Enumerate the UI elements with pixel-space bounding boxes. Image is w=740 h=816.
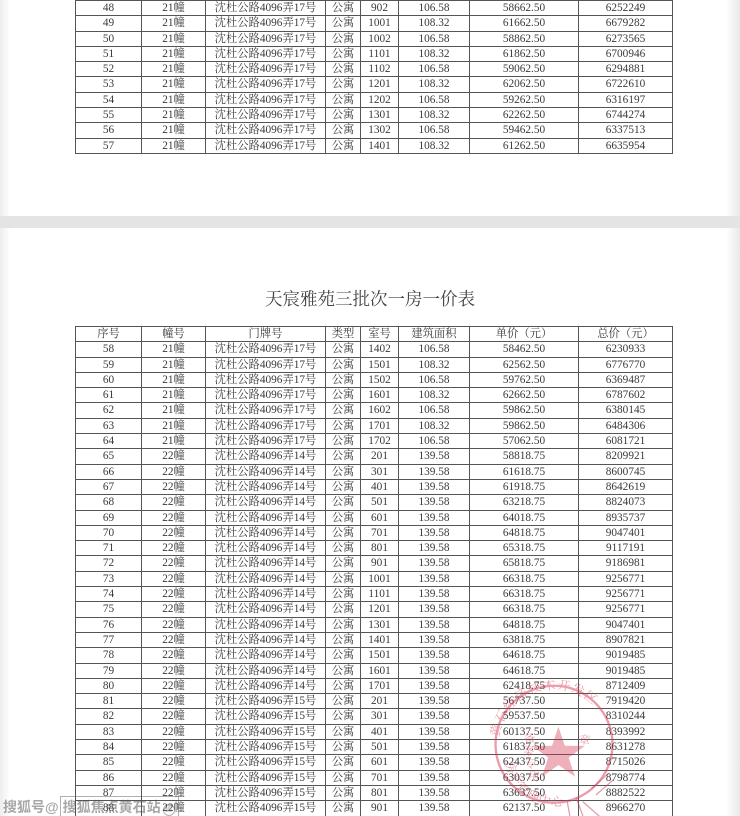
svg-text:章: 章 [578,731,592,749]
svg-text:黄石经济技术开发区: 黄石经济技术开发区 [490,680,603,739]
svg-text:用: 用 [527,768,541,785]
